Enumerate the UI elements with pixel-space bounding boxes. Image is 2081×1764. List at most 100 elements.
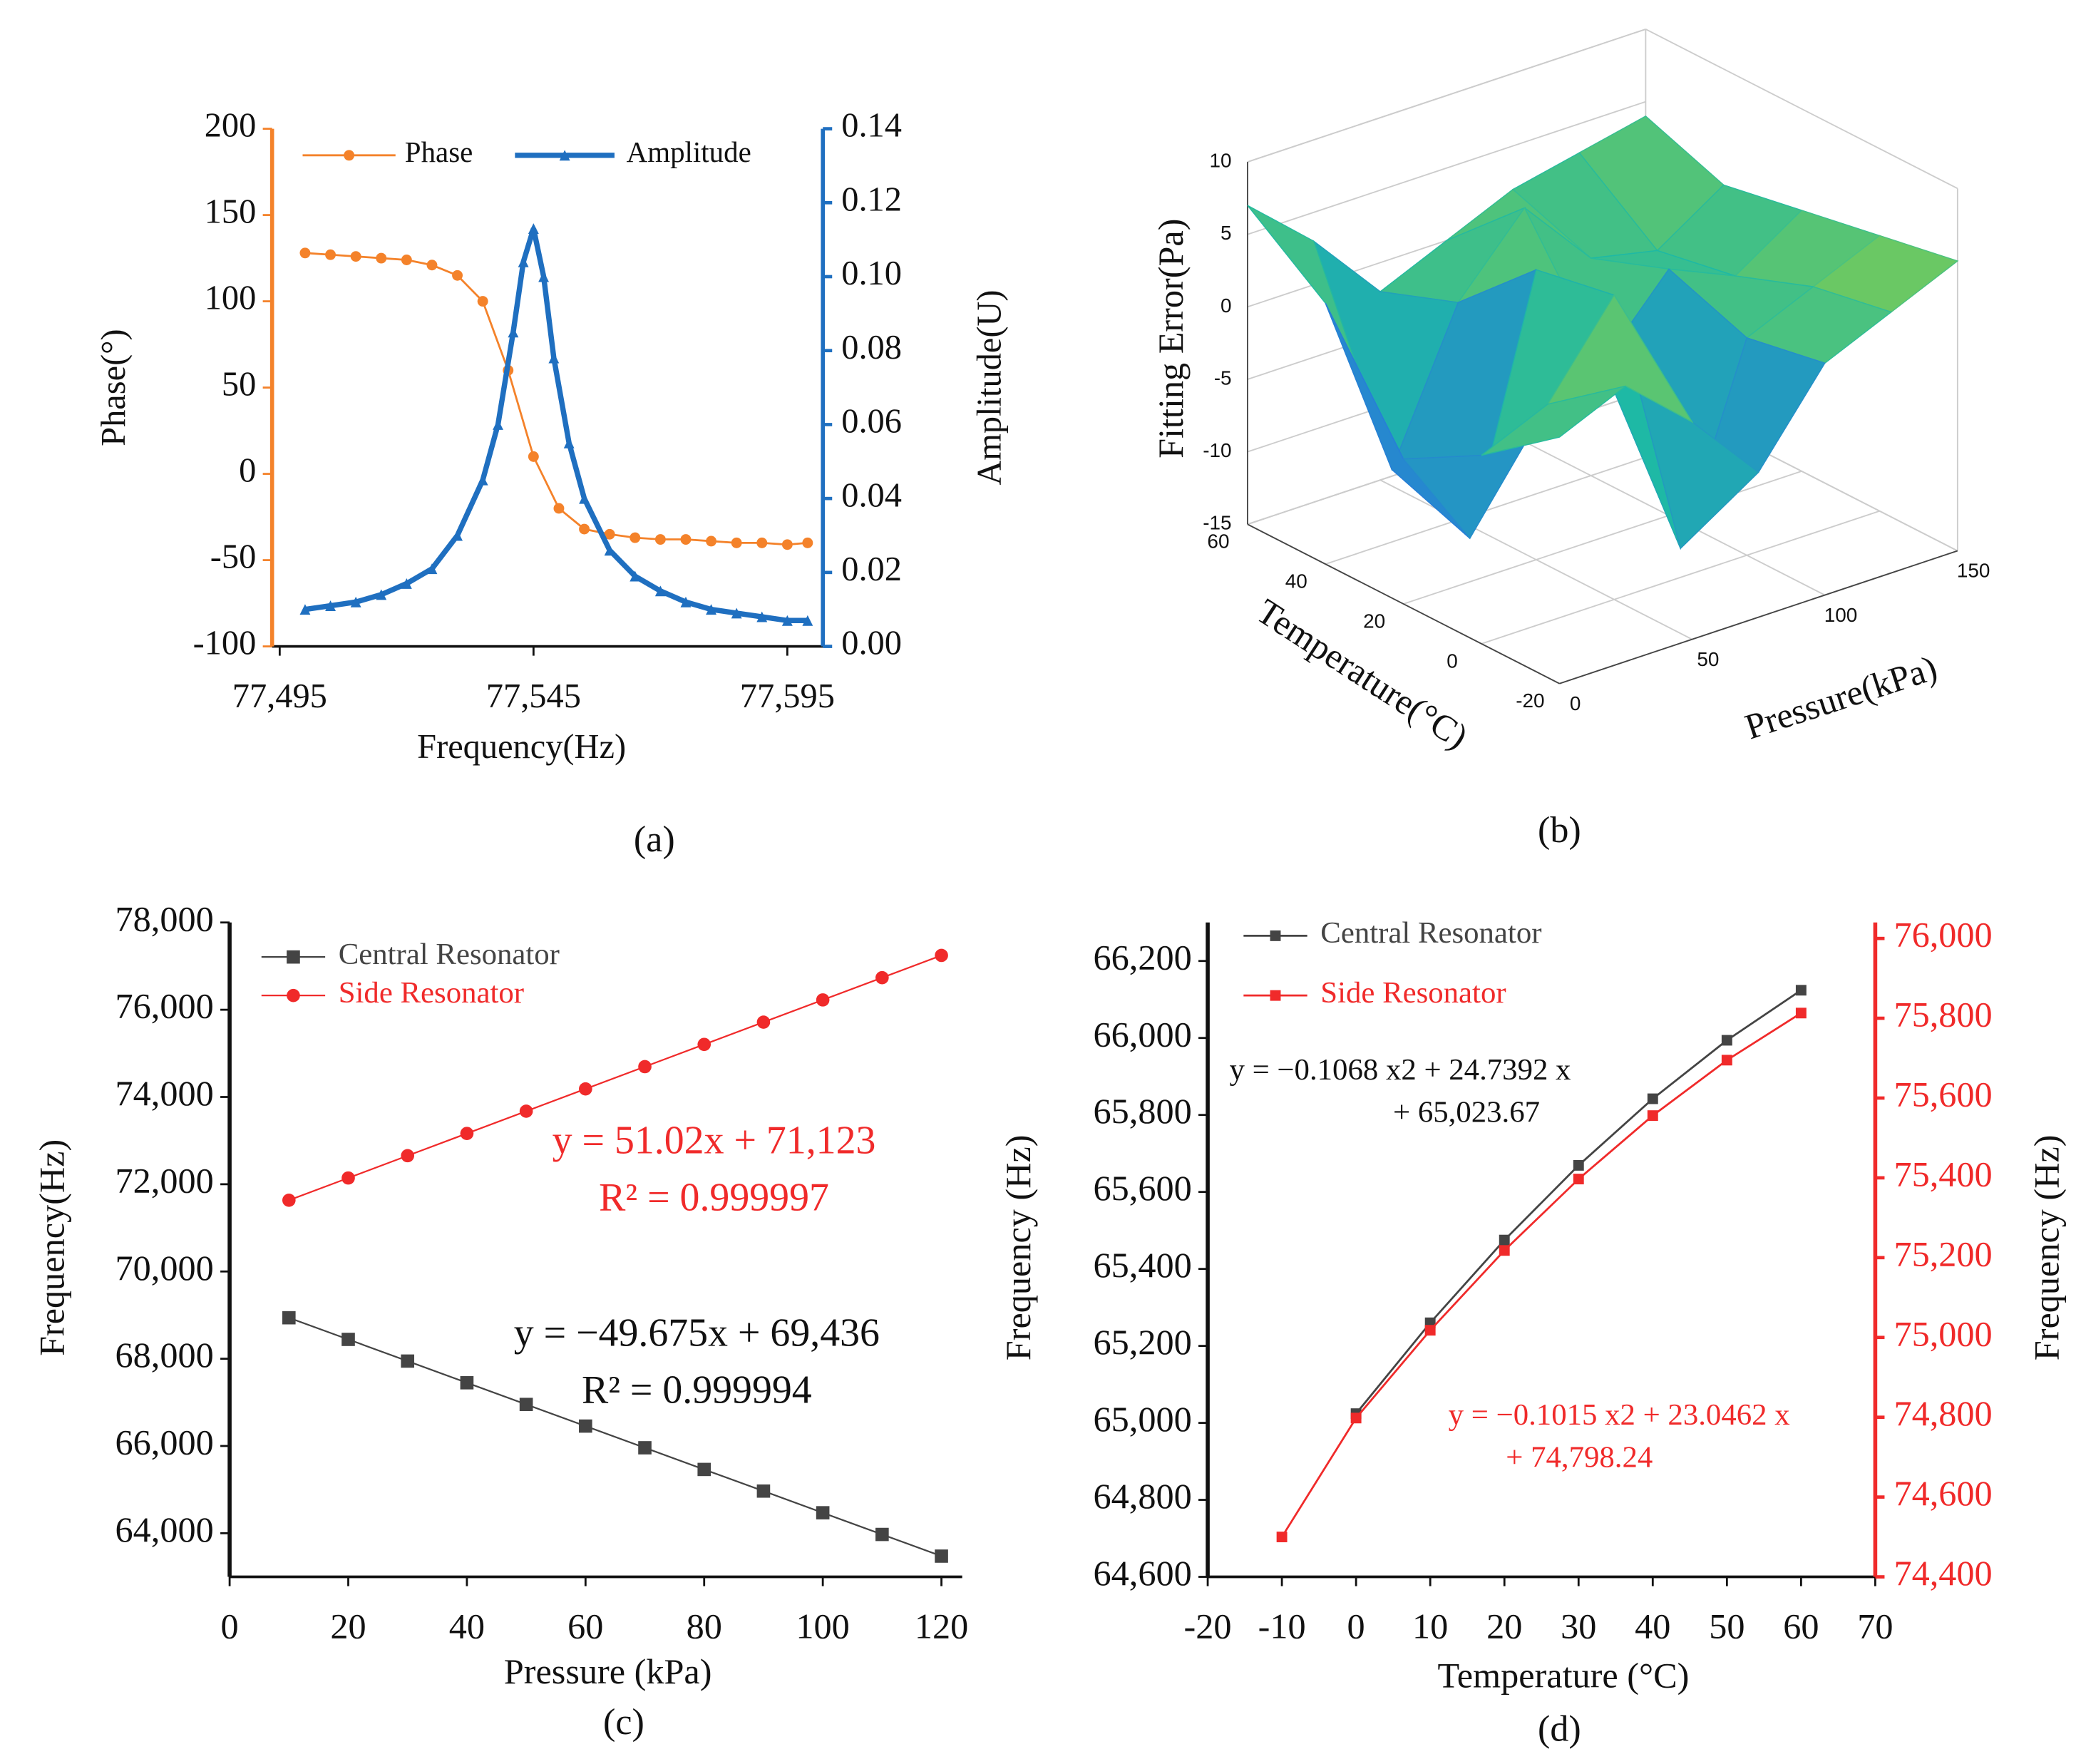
- x-tick-label: 60: [567, 1606, 603, 1646]
- marker: [519, 1104, 533, 1118]
- y2-tick-label: 0.00: [841, 625, 902, 662]
- x-tick-label: 60: [1783, 1606, 1819, 1646]
- x-tick-label: 0: [221, 1606, 239, 1646]
- marker: [528, 451, 539, 462]
- y-axis-title: Phase(°): [95, 329, 133, 446]
- marker: [1795, 1007, 1807, 1019]
- x-tick-label: 40: [449, 1606, 485, 1646]
- marker: [460, 1376, 474, 1390]
- legend-label: Side Resonator: [1320, 976, 1506, 1010]
- marker: [630, 532, 641, 543]
- marker: [706, 604, 717, 615]
- marker: [376, 589, 387, 600]
- marker: [756, 1015, 771, 1029]
- legend-marker: [287, 950, 300, 964]
- y-tick-label: 70,000: [115, 1248, 214, 1288]
- x-tick-label: -10: [1258, 1606, 1306, 1646]
- x-axis-title: Frequency(Hz): [417, 728, 626, 766]
- x-tick-label: 150: [1957, 560, 1990, 582]
- marker: [350, 251, 361, 262]
- y-tick-label: 66,000: [115, 1422, 214, 1462]
- annotation: R² = 0.999994: [582, 1368, 812, 1412]
- marker: [697, 1462, 711, 1477]
- y2-axis-title: Frequency (Hz): [2027, 1134, 2067, 1360]
- y-tick-label: 200: [205, 107, 257, 145]
- y2-tick-label: 0.10: [841, 255, 902, 292]
- marker: [697, 1037, 711, 1052]
- marker: [802, 615, 813, 626]
- y-tick-label: 72,000: [115, 1160, 214, 1200]
- legend-label: Phase: [405, 136, 473, 168]
- marker: [1573, 1174, 1584, 1185]
- grid-line: [1247, 29, 1646, 163]
- x-tick-label: 20: [1486, 1606, 1522, 1646]
- annotation: y = −49.675x + 69,436: [514, 1311, 880, 1355]
- marker: [935, 1549, 948, 1563]
- series-line: [1280, 1012, 1802, 1538]
- marker: [1276, 1532, 1288, 1543]
- legend-marker: [1270, 930, 1281, 941]
- marker: [1647, 1110, 1658, 1122]
- marker: [875, 1527, 889, 1542]
- marker: [1721, 1055, 1732, 1066]
- y-tick-label: 0: [239, 452, 256, 490]
- annotation: R² = 0.999997: [599, 1176, 829, 1220]
- x-tick-label: 40: [1635, 1606, 1670, 1646]
- y-tick-label: -50: [210, 538, 257, 576]
- grid-line: [1247, 101, 1646, 235]
- x-axis-title: Pressure (kPa): [504, 1651, 712, 1691]
- legend-label: Central Resonator: [339, 938, 560, 971]
- legend-marker: [287, 988, 300, 1002]
- marker: [299, 604, 311, 615]
- z-tick-label: 10: [1210, 149, 1232, 171]
- marker: [1795, 985, 1807, 996]
- legend-marker: [344, 150, 355, 161]
- y-tick-label: 64,600: [1094, 1553, 1192, 1593]
- y-axis-title: Frequency (Hz): [998, 1134, 1038, 1360]
- y-axis: [1247, 523, 1560, 684]
- surface-patch: [1481, 385, 1626, 456]
- marker: [680, 596, 692, 607]
- x-tick-label: 10: [1412, 1606, 1448, 1646]
- annotation: y = −0.1015 x2 + 23.0462 x: [1449, 1398, 1790, 1432]
- caption: (a): [634, 819, 675, 860]
- marker: [654, 534, 666, 545]
- y-tick-label: -20: [1516, 689, 1544, 712]
- legend-marker: [1270, 990, 1281, 1001]
- y2-tick-label: 0.12: [841, 180, 902, 218]
- marker: [579, 523, 590, 535]
- y-axis-title: Temperature(°C): [1250, 591, 1475, 757]
- y-tick-label: 65,000: [1094, 1399, 1192, 1439]
- marker: [477, 474, 488, 486]
- x-tick-label: 70: [1857, 1606, 1893, 1646]
- y2-tick-label: 75,000: [1894, 1313, 1992, 1353]
- marker: [350, 596, 361, 607]
- y-tick-label: 100: [205, 280, 257, 317]
- marker: [1424, 1325, 1436, 1336]
- marker: [1573, 1159, 1584, 1171]
- marker: [518, 256, 529, 267]
- marker: [816, 1506, 830, 1519]
- y-tick-label: 66,200: [1094, 937, 1192, 977]
- y-tick-label: 65,600: [1094, 1168, 1192, 1208]
- y2-tick-label: 0.04: [841, 476, 902, 514]
- y-tick-label: 150: [205, 193, 257, 231]
- marker: [680, 534, 692, 545]
- y-tick-label: 65,800: [1094, 1091, 1192, 1131]
- y-tick-label: 76,000: [115, 986, 214, 1026]
- series-line: [288, 954, 942, 1201]
- marker: [781, 615, 793, 626]
- x-tick-label: 20: [330, 1606, 366, 1646]
- legend-label: Amplitude: [627, 136, 751, 168]
- legend-marker: [559, 150, 570, 161]
- marker: [493, 419, 503, 430]
- y-axis-title: Frequency(Hz): [32, 1139, 72, 1356]
- y2-tick-label: 75,200: [1894, 1234, 1992, 1273]
- y-tick-label: 65,200: [1094, 1322, 1192, 1362]
- x-axis-title: Temperature (°C): [1438, 1655, 1690, 1695]
- caption: (c): [603, 1702, 644, 1743]
- x-tick-label: 77,495: [232, 677, 327, 715]
- x-tick-label: 80: [687, 1606, 722, 1646]
- grid-line: [1481, 510, 1880, 645]
